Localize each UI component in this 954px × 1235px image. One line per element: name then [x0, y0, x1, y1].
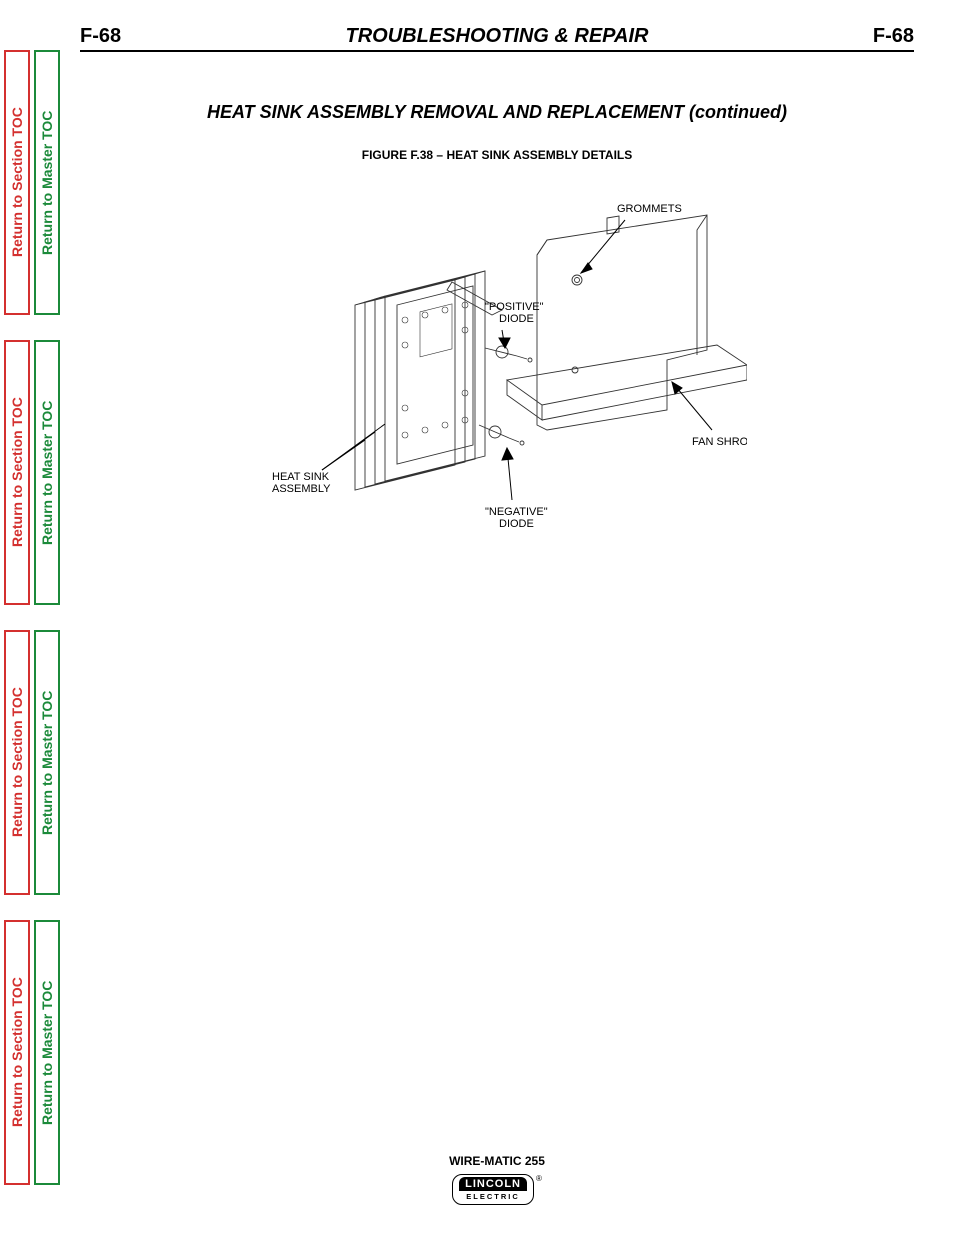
figure: GROMMETS FAN SHROUD "NEGATIVE" DIODE "PO… — [80, 170, 914, 550]
label-negative-diode: "NEGATIVE" DIODE — [485, 506, 551, 530]
section-toc-tab[interactable]: Return to Section TOC — [4, 340, 30, 605]
page-footer: WIRE-MATIC 255 LINCOLN ELECTRIC ® — [80, 1154, 914, 1205]
figure-caption: FIGURE F.38 – HEAT SINK ASSEMBLY DETAILS — [80, 148, 914, 162]
section-toc-tab[interactable]: Return to Section TOC — [4, 50, 30, 315]
page-code-left: F-68 — [80, 25, 121, 48]
label-heat-sink: HEAT SINK ASSEMBLY — [272, 471, 332, 495]
page-code-right: F-68 — [873, 25, 914, 48]
section-toc-tab-column: Return to Section TOC Return to Section … — [4, 0, 30, 1235]
page-body: F-68 TROUBLESHOOTING & REPAIR F-68 HEAT … — [80, 25, 914, 1205]
lincoln-logo: LINCOLN ELECTRIC ® — [452, 1174, 542, 1205]
page-header: F-68 TROUBLESHOOTING & REPAIR F-68 — [80, 25, 914, 52]
section-toc-tab[interactable]: Return to Section TOC — [4, 630, 30, 895]
section-toc-tab[interactable]: Return to Section TOC — [4, 920, 30, 1185]
label-fan-shroud: FAN SHROUD — [692, 436, 747, 448]
registered-icon: ® — [536, 1174, 542, 1183]
master-toc-tab[interactable]: Return to Master TOC — [34, 340, 60, 605]
model-name: WIRE-MATIC 255 — [80, 1154, 914, 1168]
heatsink-diagram: GROMMETS FAN SHROUD "NEGATIVE" DIODE "PO… — [247, 170, 747, 550]
master-toc-tab[interactable]: Return to Master TOC — [34, 920, 60, 1185]
label-grommets: GROMMETS — [617, 203, 682, 215]
master-toc-tab[interactable]: Return to Master TOC — [34, 50, 60, 315]
master-toc-tab-column: Return to Master TOC Return to Master TO… — [34, 0, 60, 1235]
page-title: TROUBLESHOOTING & REPAIR — [121, 25, 873, 48]
master-toc-tab[interactable]: Return to Master TOC — [34, 630, 60, 895]
logo-bottom: ELECTRIC — [459, 1191, 527, 1202]
logo-top: LINCOLN — [459, 1177, 527, 1191]
section-subtitle: HEAT SINK ASSEMBLY REMOVAL AND REPLACEME… — [80, 102, 914, 123]
